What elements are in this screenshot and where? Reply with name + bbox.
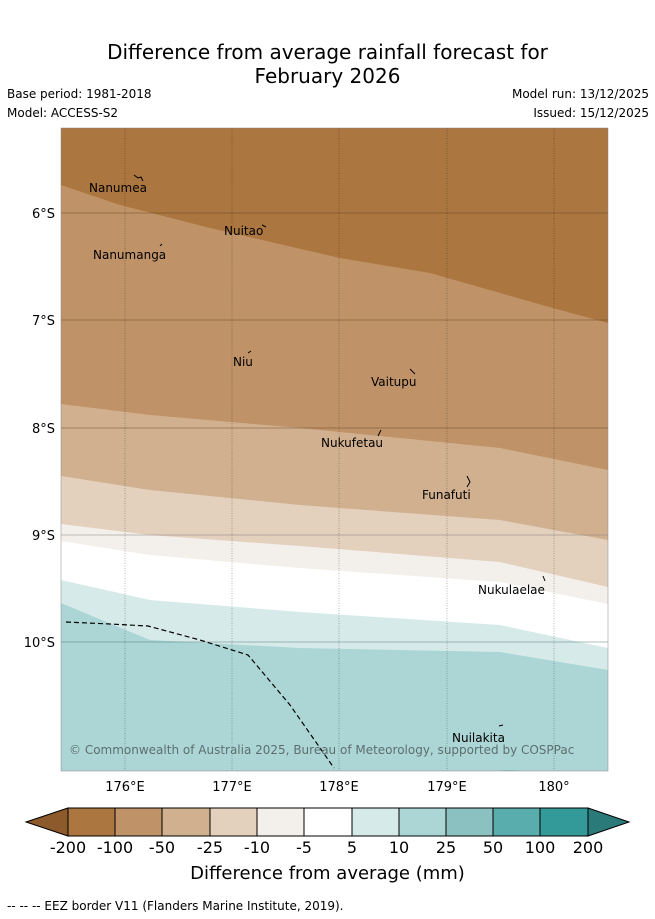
lat-label: 8°S: [32, 422, 55, 437]
colorbar-swatch: [210, 808, 257, 836]
island-label: Nuilakita: [452, 731, 505, 745]
lon-label: 178°E: [319, 780, 359, 795]
vaitupu-island: [409, 368, 416, 375]
colorbar-tick: 25: [435, 838, 457, 857]
rainfall-bands: [61, 128, 608, 771]
lat-label: 7°S: [32, 314, 55, 329]
island-label: Nukufetau: [321, 436, 383, 450]
colorbar-swatch: [257, 808, 304, 836]
island-label: Funafuti: [422, 488, 471, 502]
nukufetau-island: [377, 429, 382, 437]
island-shapes: [133, 174, 546, 727]
chart-title: Difference from average rainfall forecas…: [0, 40, 655, 88]
colorbar-swatch: [352, 808, 399, 836]
island-label: Nanumanga: [93, 248, 166, 262]
band-minus200-to-minus100: [61, 128, 608, 323]
title-line-2: February 2026: [254, 64, 401, 88]
colorbar-swatch: [446, 808, 493, 836]
colorbar-tick: -100: [96, 838, 134, 857]
island-label: Nanumea: [89, 181, 147, 195]
base-period: Base period: 1981-2018: [7, 87, 152, 101]
colorbar-arrow-low: [24, 807, 69, 837]
colorbar-label: Difference from average (mm): [190, 863, 465, 884]
colorbar-tick: -5: [296, 838, 312, 857]
lon-label: 180°: [538, 780, 569, 795]
latitude-grid: [61, 212, 608, 643]
niu-island: [247, 350, 252, 354]
map-frame: [60, 127, 609, 772]
colorbar-tick: 100: [524, 838, 556, 857]
colorbar-arrow-high: [587, 807, 631, 837]
island-label: Nukulaelae: [478, 583, 545, 597]
island-label: Niu: [233, 355, 253, 369]
model-name: Model: ACCESS-S2: [7, 106, 119, 120]
lat-label: 10°S: [24, 636, 55, 651]
colorbar-swatch: [304, 808, 352, 836]
colorbar-tick: 10: [388, 838, 410, 857]
colorbar-swatch: [399, 808, 446, 836]
nanumea-island: [133, 174, 144, 182]
funafuti-island: [466, 475, 471, 488]
eez-border: [65, 621, 335, 769]
copyright-text: © Commonwealth of Australia 2025, Bureau…: [69, 743, 574, 757]
colorbar-tick: 50: [482, 838, 504, 857]
colorbar-tick: -50: [148, 838, 176, 857]
issued-date: Issued: 15/12/2025: [533, 106, 649, 120]
lon-label: 177°E: [212, 780, 252, 795]
lon-label: 179°E: [427, 780, 467, 795]
rainfall-map: Nanumea Nuitao Nanumanga Niu Vaitupu Nuk…: [24, 127, 609, 795]
longitude-grid: [124, 128, 555, 771]
colorbar-dividers: [67, 807, 589, 837]
colorbar: [24, 807, 631, 837]
colorbar-tick: 200: [572, 838, 604, 857]
colorbar-tick: -200: [49, 838, 87, 857]
nanumanga-island: [159, 243, 163, 247]
nuilakita-island: [498, 724, 504, 727]
lat-label: 9°S: [32, 529, 55, 544]
colorbar-swatch: [493, 808, 540, 836]
colorbar-swatch: [540, 808, 588, 836]
colorbar-swatch: [162, 808, 210, 836]
lon-label: 176°E: [105, 780, 145, 795]
nuitao-island: [261, 224, 267, 228]
island-label: Nuitao: [224, 224, 263, 238]
title-line-1: Difference from average rainfall forecas…: [107, 40, 548, 64]
colorbar-swatch: [68, 808, 115, 836]
lat-label: 6°S: [32, 207, 55, 222]
colorbar-tick: -25: [196, 838, 224, 857]
nukulaelae-island: [542, 575, 546, 582]
colorbar-swatch: [115, 808, 162, 836]
island-label: Vaitupu: [371, 375, 417, 389]
colorbar-tick: 5: [346, 838, 358, 857]
eez-footer-note: -- -- -- EEZ border V11 (Flanders Marine…: [7, 899, 344, 913]
model-run: Model run: 13/12/2025: [511, 87, 649, 101]
colorbar-tick: -10: [243, 838, 271, 857]
